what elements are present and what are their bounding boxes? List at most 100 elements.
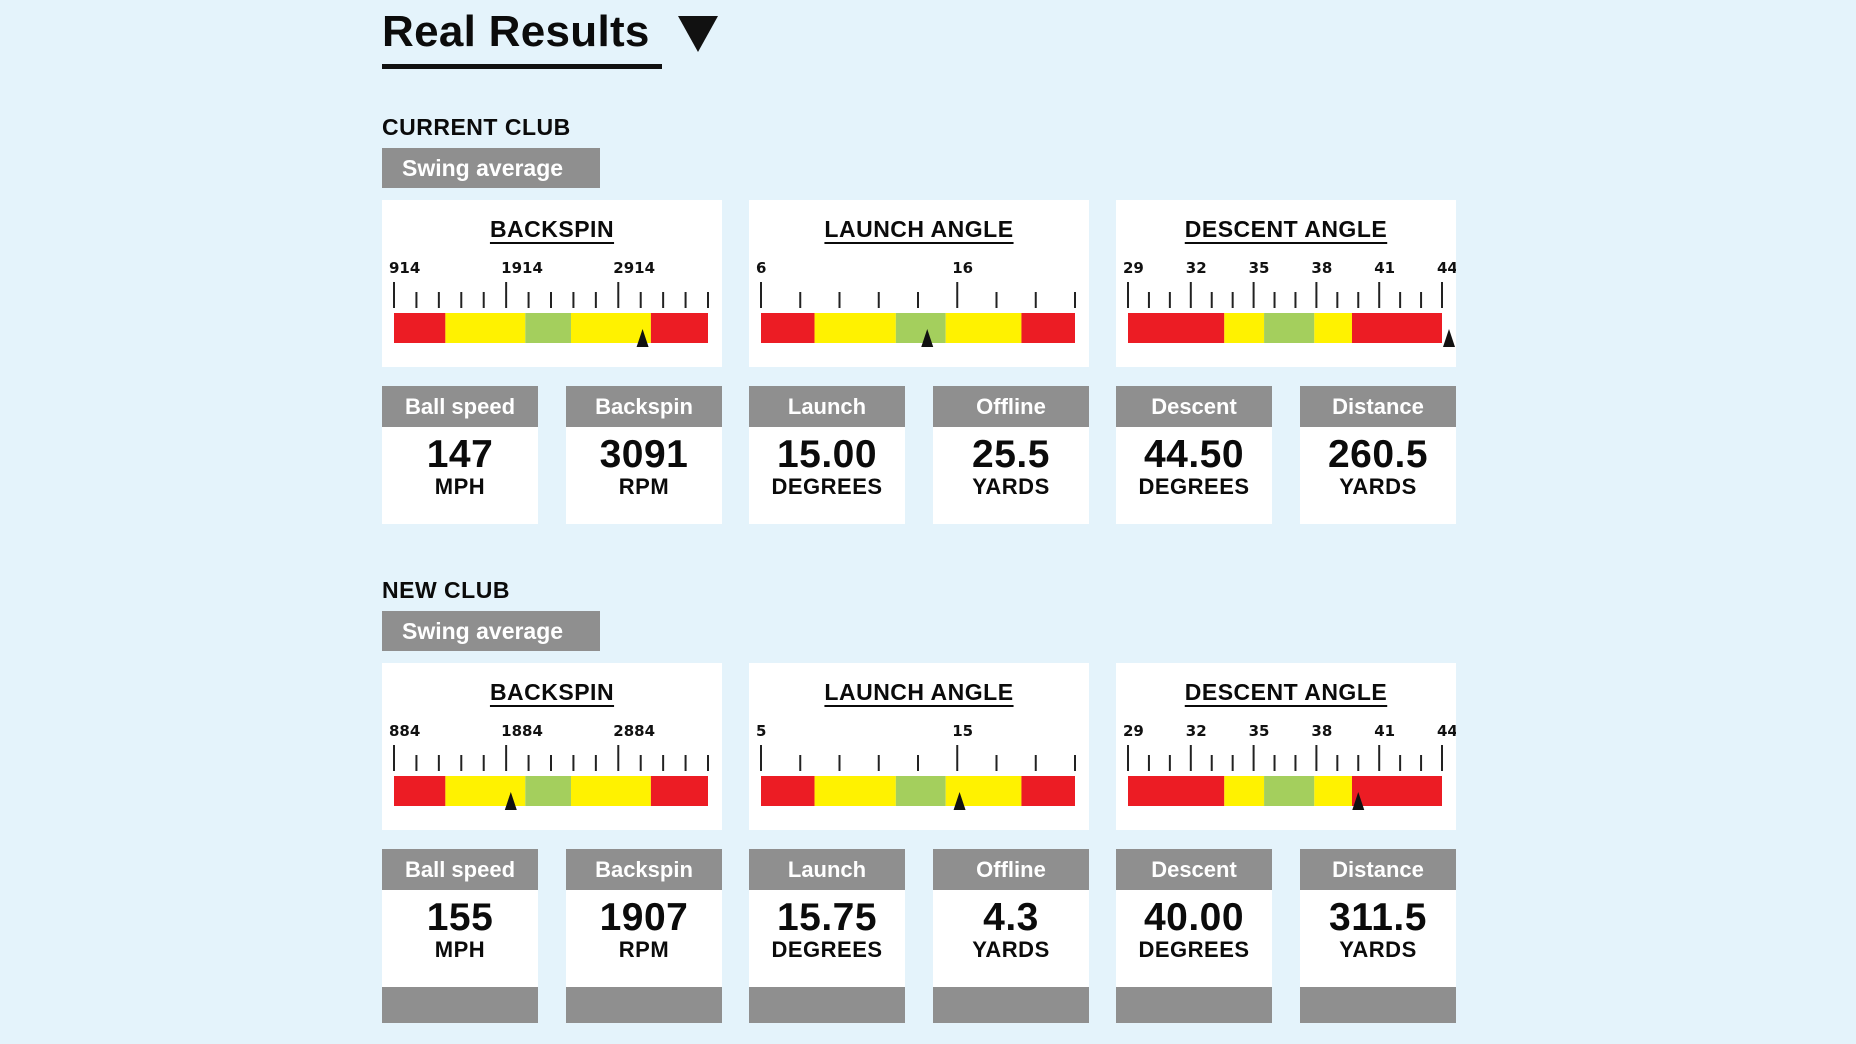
stat-value: 15.75 — [776, 896, 878, 939]
gauge-scale: 6 16 — [756, 259, 1076, 347]
backspin-card: Backspin 3091 RPM — [566, 386, 722, 524]
stat-label: Offline — [933, 386, 1089, 427]
stat-footer-bar — [566, 987, 722, 1023]
stat-unit: YARDS — [972, 474, 1050, 499]
gauge-zone-red — [394, 776, 446, 806]
gauge-zone-red — [1021, 776, 1075, 806]
launch-card: Launch 15.75 DEGREES — [749, 849, 905, 1023]
stat-value: 3091 — [599, 433, 689, 476]
gauge-zone-yellow — [445, 313, 526, 343]
gauge-zone-red — [1021, 313, 1075, 343]
stat-unit: DEGREES — [771, 937, 883, 962]
stat-label: Backspin — [566, 386, 722, 427]
tick-label: 35 — [1249, 259, 1270, 277]
tick-label: 44 — [1437, 259, 1456, 277]
backspin-gauge: BACKSPIN 884 1884 2884 — [382, 663, 722, 830]
gauge-zone-yellow — [1314, 776, 1352, 806]
gauge-zone-yellow — [1314, 313, 1352, 343]
page-title-text: Real Results — [382, 7, 650, 56]
stat-value: 25.5 — [972, 433, 1050, 476]
stat-value: 1907 — [599, 896, 689, 939]
tick-label: 2914 — [613, 259, 655, 277]
gauge-title: BACKSPIN — [489, 216, 615, 242]
tick-label: 41 — [1374, 259, 1395, 277]
offline-card: Offline 4.3 YARDS — [933, 849, 1089, 1023]
gauge-zone-red — [1128, 313, 1225, 343]
stat-unit: RPM — [618, 474, 670, 499]
tick-label: 32 — [1186, 259, 1207, 277]
launch-card: Launch 15.00 DEGREES — [749, 386, 905, 524]
stat-unit: DEGREES — [1138, 937, 1250, 962]
gauge-zone-green — [525, 776, 571, 806]
tick-label: 16 — [952, 259, 973, 277]
offline-card: Offline 25.5 YARDS — [933, 386, 1089, 524]
tick-label: 15 — [952, 722, 973, 740]
tick-label: 38 — [1311, 722, 1332, 740]
section-label: NEW CLUB — [382, 577, 510, 603]
stat-value: 44.50 — [1143, 433, 1245, 476]
descent-card: Descent 44.50 DEGREES — [1116, 386, 1272, 524]
ball-speed-card: Ball speed 147 MPH — [382, 386, 538, 524]
gauge-zone-green — [895, 776, 946, 806]
gauge-scale: 914 1914 2914 — [389, 259, 709, 347]
launch-angle-gauge: LAUNCH ANGLE 6 16 — [749, 200, 1089, 367]
gauge-zone-yellow — [1224, 313, 1265, 343]
stat-value: 311.5 — [1329, 896, 1427, 939]
gauge-title: DESCENT ANGLE — [1184, 216, 1388, 242]
tick-label: 6 — [756, 259, 766, 277]
tick-label: 41 — [1374, 722, 1395, 740]
stat-label: Distance — [1300, 849, 1456, 890]
tick-label: 44 — [1437, 722, 1456, 740]
tick-label: 32 — [1186, 722, 1207, 740]
gauge-zone-yellow — [814, 313, 896, 343]
gauge-marker — [1443, 329, 1455, 347]
stat-label: Launch — [749, 386, 905, 427]
tick-label: 2884 — [613, 722, 655, 740]
gauge-scale: 29 32 35 38 41 44 — [1123, 722, 1456, 810]
tick-label: 35 — [1249, 722, 1270, 740]
descent-angle-gauge: DESCENT ANGLE 29 32 35 38 41 44 — [1116, 663, 1456, 830]
section-label: CURRENT CLUB — [382, 114, 571, 140]
gauge-marker — [953, 792, 966, 810]
stat-label: Backspin — [566, 849, 722, 890]
backspin-gauge: BACKSPIN 914 1914 2914 — [382, 200, 722, 367]
gauge-zone-red — [650, 313, 708, 343]
gauge-marker — [636, 329, 649, 347]
gauge-marker — [1352, 792, 1365, 810]
dropdown-triangle-icon[interactable] — [678, 14, 718, 54]
gauge-zone-red — [761, 313, 815, 343]
stat-value: 260.5 — [1327, 433, 1429, 476]
tick-label: 1884 — [501, 722, 543, 740]
gauge-marker — [504, 792, 517, 810]
stat-label: Ball speed — [382, 386, 538, 427]
stat-label: Offline — [933, 849, 1089, 890]
stat-unit: YARDS — [1339, 474, 1417, 499]
stat-label: Distance — [1300, 386, 1456, 427]
stat-footer-bar — [749, 987, 905, 1023]
stat-label: Ball speed — [382, 849, 538, 890]
gauge-scale: 5 15 — [756, 722, 1076, 810]
gauge-zone-yellow — [1224, 776, 1265, 806]
gauge-zone-red — [1351, 776, 1442, 806]
tick-label: 884 — [389, 722, 420, 740]
tick-label: 5 — [756, 722, 766, 740]
gauge-zone-green — [895, 313, 946, 343]
swing-average-badge[interactable]: Swing average — [382, 148, 600, 188]
gauge-zone-red — [394, 313, 446, 343]
launch-angle-gauge: LAUNCH ANGLE 5 15 — [749, 663, 1089, 830]
gauge-scale: 884 1884 2884 — [389, 722, 709, 810]
stat-footer-bar — [382, 987, 538, 1023]
swing-average-badge[interactable]: Swing average — [382, 611, 600, 651]
gauge-zone-red — [650, 776, 708, 806]
stat-footer-bar — [1116, 987, 1272, 1023]
gauge-zone-yellow — [814, 776, 896, 806]
stat-unit: RPM — [618, 937, 670, 962]
stat-value: 4.3 — [983, 896, 1039, 939]
page-title[interactable]: Real Results — [382, 6, 742, 69]
tick-label: 29 — [1123, 722, 1144, 740]
descent-angle-gauge: DESCENT ANGLE 29 32 35 38 41 44 — [1116, 200, 1456, 367]
ball-speed-card: Ball speed 155 MPH — [382, 849, 538, 1023]
descent-card: Descent 40.00 DEGREES — [1116, 849, 1272, 1023]
tick-label: 38 — [1311, 259, 1332, 277]
gauge-zone-green — [525, 313, 571, 343]
